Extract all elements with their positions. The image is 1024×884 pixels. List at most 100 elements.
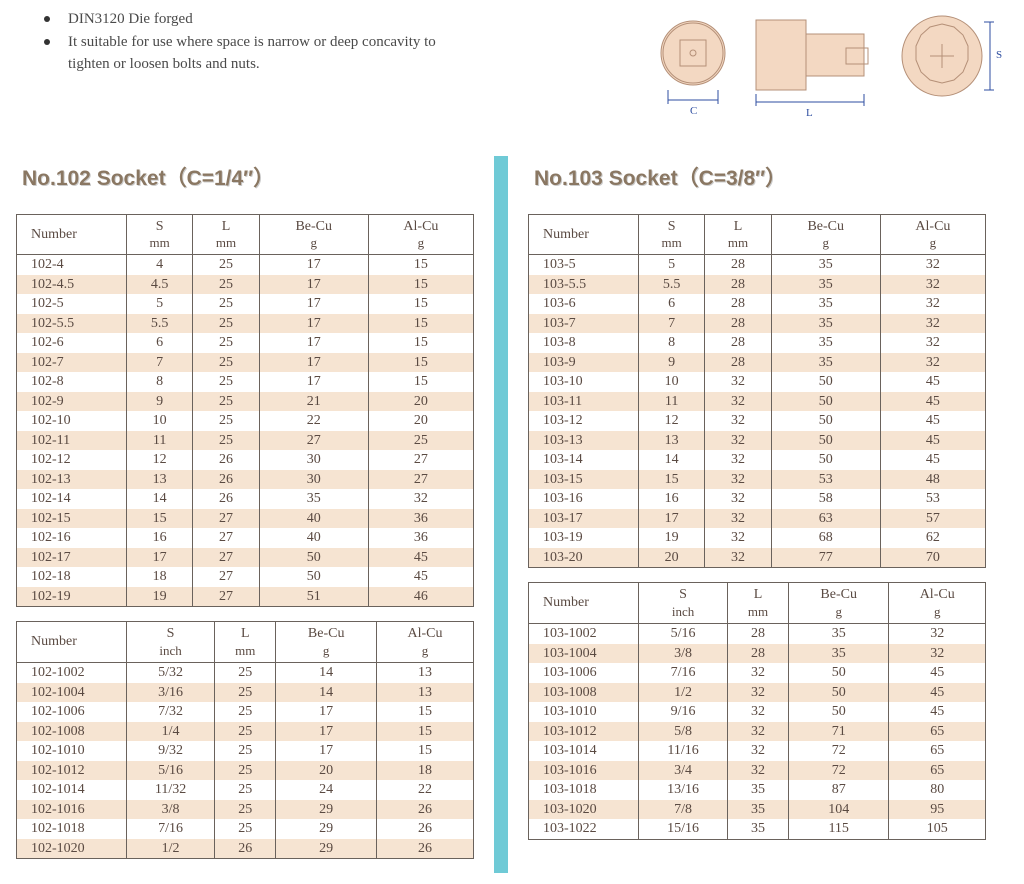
table-cell: 14 xyxy=(276,663,377,683)
table-row: 102-10043/16251413 xyxy=(17,683,474,703)
table-cell: 50 xyxy=(771,450,880,470)
table-cell: 27 xyxy=(193,587,259,607)
diagram-bottom-view: C xyxy=(650,8,736,120)
table-cell: 32 xyxy=(705,411,771,431)
table-cell: 57 xyxy=(880,509,985,529)
table-row: 103-10207/83510495 xyxy=(529,800,986,820)
table-cell: 27 xyxy=(368,450,473,470)
table-cell: 46 xyxy=(368,587,473,607)
table-row: 102-1515274036 xyxy=(17,509,474,529)
table-cell: 13 xyxy=(639,431,705,451)
table-cell: 17 xyxy=(259,333,368,353)
table-103-inch: NumberSinchLmmBe-CugAl-Cug103-10025/1628… xyxy=(528,582,986,839)
table-cell: 102-1006 xyxy=(17,702,127,722)
table-cell: 45 xyxy=(880,411,985,431)
table-row: 102-1313263027 xyxy=(17,470,474,490)
table-cell: 7/16 xyxy=(639,663,728,683)
table-cell: 103-1004 xyxy=(529,644,639,664)
table-cell: 15 xyxy=(368,372,473,392)
table-cell: 17 xyxy=(127,548,193,568)
diagram-label-s: S xyxy=(996,49,1002,61)
table-cell: 7 xyxy=(127,353,193,373)
table-cell: 102-18 xyxy=(17,567,127,587)
column-header: Number xyxy=(17,622,127,663)
table-cell: 25 xyxy=(215,800,276,820)
table-row: 103-1111325045 xyxy=(529,392,986,412)
table-cell: 32 xyxy=(880,333,985,353)
table-cell: 35 xyxy=(728,780,789,800)
left-column: No.102 Socket（C=1/4″） NumberSmmLmmBe-Cug… xyxy=(0,156,490,874)
table-cell: 102-4 xyxy=(17,255,127,275)
table-cell: 6 xyxy=(127,333,193,353)
table-cell: 29 xyxy=(276,800,377,820)
table-cell: 5 xyxy=(127,294,193,314)
table-cell: 7/16 xyxy=(127,819,215,839)
table-cell: 28 xyxy=(705,333,771,353)
table-cell: 7 xyxy=(639,314,705,334)
table-cell: 17 xyxy=(639,509,705,529)
table-cell: 103-20 xyxy=(529,548,639,568)
table-cell: 35 xyxy=(771,333,880,353)
table-cell: 17 xyxy=(276,702,377,722)
table-cell: 27 xyxy=(193,567,259,587)
table-cell: 26 xyxy=(377,819,474,839)
table-cell: 65 xyxy=(889,722,986,742)
table-cell: 25 xyxy=(193,314,259,334)
table-cell: 36 xyxy=(368,509,473,529)
table-cell: 103-15 xyxy=(529,470,639,490)
table-cell: 105 xyxy=(889,819,986,839)
table-cell: 25 xyxy=(193,431,259,451)
table-row: 102-1616274036 xyxy=(17,528,474,548)
table-cell: 102-13 xyxy=(17,470,127,490)
table-cell: 50 xyxy=(771,431,880,451)
column-header: Be-Cug xyxy=(259,214,368,255)
table-cell: 103-13 xyxy=(529,431,639,451)
table-cell: 35 xyxy=(771,353,880,373)
table-cell: 17 xyxy=(259,275,368,295)
table-cell: 103-19 xyxy=(529,528,639,548)
table-cell: 115 xyxy=(789,819,889,839)
table-cell: 32 xyxy=(880,294,985,314)
table-cell: 102-1018 xyxy=(17,819,127,839)
table-cell: 28 xyxy=(728,624,789,644)
table-cell: 10 xyxy=(127,411,193,431)
table-cell: 7/8 xyxy=(639,800,728,820)
table-cell: 103-17 xyxy=(529,509,639,529)
column-header: Smm xyxy=(639,214,705,255)
table-row: 102-1212263027 xyxy=(17,450,474,470)
table-cell: 35 xyxy=(789,644,889,664)
right-column: No.103 Socket（C=3/8″） NumberSmmLmmBe-Cug… xyxy=(512,156,1002,874)
table-row: 103-77283532 xyxy=(529,314,986,334)
table-cell: 50 xyxy=(771,411,880,431)
table-cell: 53 xyxy=(880,489,985,509)
table-row: 102-10187/16252926 xyxy=(17,819,474,839)
table-cell: 103-5 xyxy=(529,255,639,275)
table-row: 103-1515325348 xyxy=(529,470,986,490)
column-divider xyxy=(494,156,508,874)
table-cell: 50 xyxy=(789,663,889,683)
table-cell: 5.5 xyxy=(639,275,705,295)
table-cell: 103-1018 xyxy=(529,780,639,800)
table-cell: 103-10 xyxy=(529,372,639,392)
table-cell: 50 xyxy=(259,548,368,568)
table-cell: 25 xyxy=(368,431,473,451)
table-cell: 32 xyxy=(728,663,789,683)
column-header: Number xyxy=(529,214,639,255)
table-cell: 5 xyxy=(639,255,705,275)
table-cell: 26 xyxy=(193,489,259,509)
table-cell: 103-1022 xyxy=(529,819,639,839)
table-cell: 19 xyxy=(639,528,705,548)
table-cell: 102-12 xyxy=(17,450,127,470)
table-cell: 40 xyxy=(259,509,368,529)
table-cell: 26 xyxy=(377,839,474,859)
table-cell: 53 xyxy=(771,470,880,490)
table-row: 102-10067/32251715 xyxy=(17,702,474,722)
table-cell: 22 xyxy=(259,411,368,431)
table-cell: 30 xyxy=(259,470,368,490)
column-header: Smm xyxy=(127,214,193,255)
table-cell: 25 xyxy=(215,780,276,800)
table-cell: 102-6 xyxy=(17,333,127,353)
table-row: 103-88283532 xyxy=(529,333,986,353)
table-102-inch: NumberSinchLmmBe-CugAl-Cug102-10025/3225… xyxy=(16,621,474,859)
table-cell: 5.5 xyxy=(127,314,193,334)
